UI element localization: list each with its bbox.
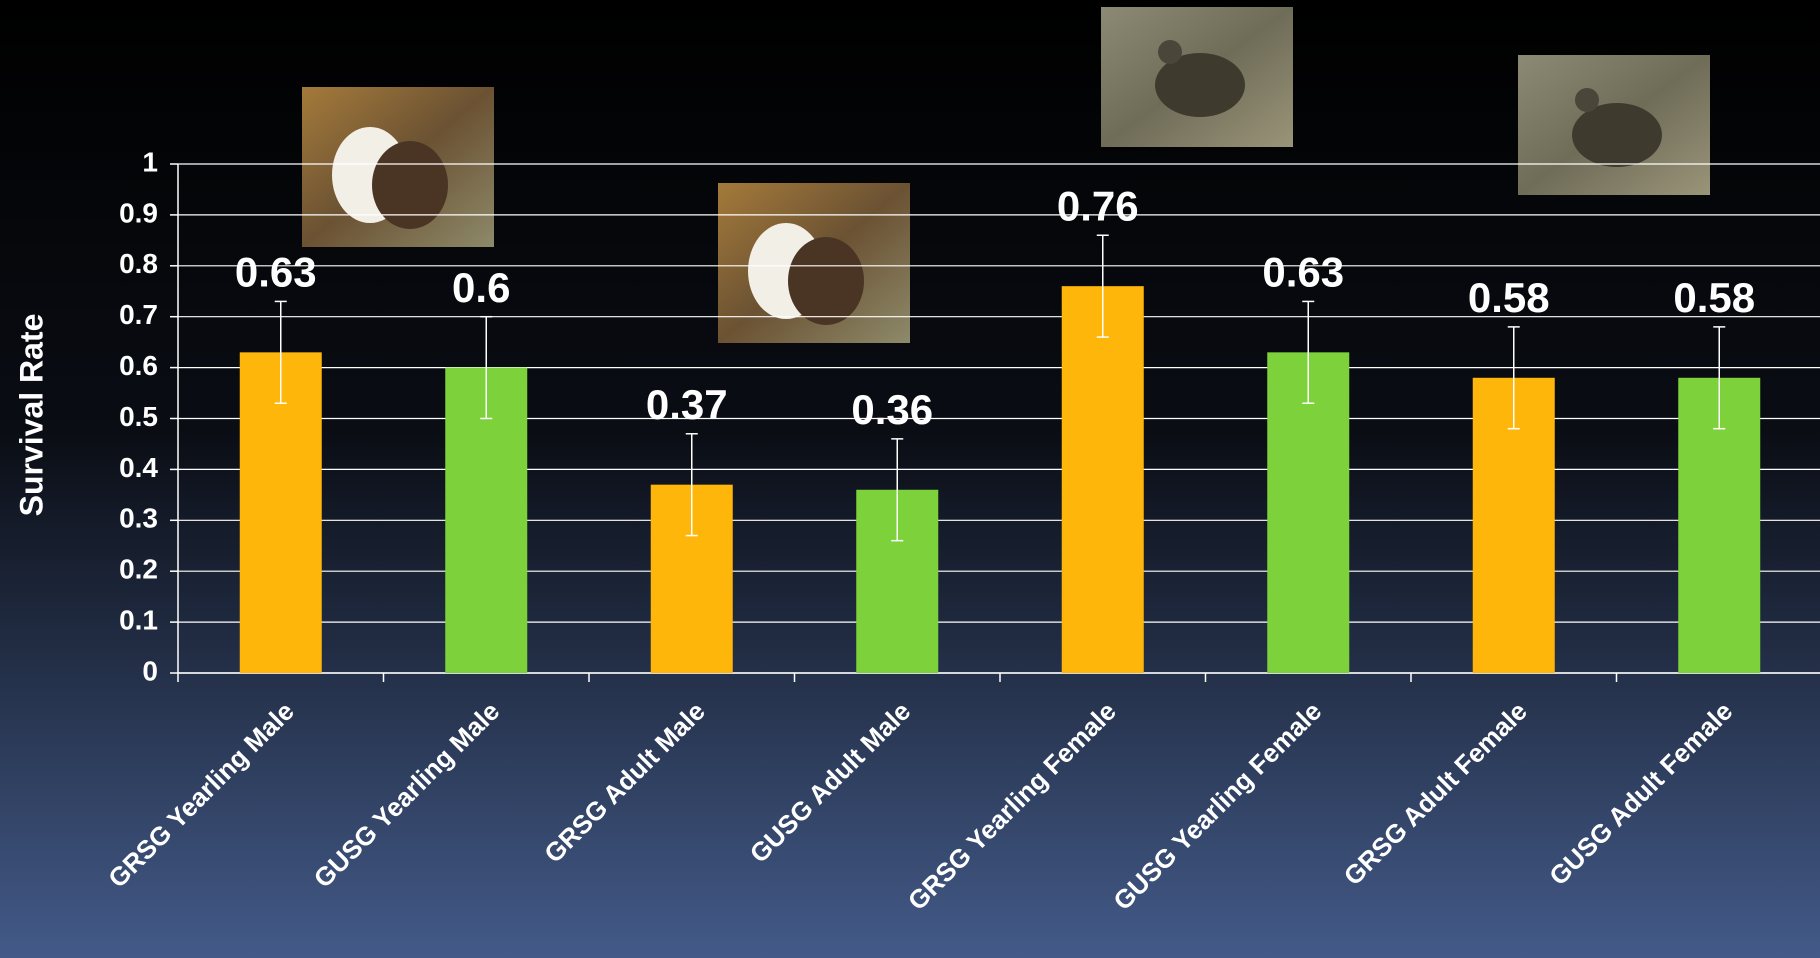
y-tick-label: 0.8 — [119, 248, 158, 279]
error-bar — [274, 300, 287, 404]
photo — [718, 183, 910, 343]
y-tick-label: 0.3 — [119, 503, 158, 534]
error-bar — [480, 315, 493, 420]
error-bar — [1302, 300, 1315, 404]
y-tick-label: 0.7 — [119, 299, 158, 330]
error-bar — [1096, 234, 1109, 338]
y-tick-label: 0.2 — [119, 554, 158, 585]
error-bar — [891, 438, 904, 542]
error-bar — [685, 433, 698, 537]
value-label: 0.76 — [1057, 182, 1139, 229]
value-label: 0.58 — [1673, 274, 1755, 321]
y-axis-title: Survival Rate — [13, 314, 49, 517]
error-bar — [1507, 326, 1520, 430]
value-label: 0.37 — [646, 381, 728, 428]
bar — [239, 352, 322, 673]
value-label: 0.36 — [851, 386, 933, 433]
y-tick-label: 1 — [142, 146, 158, 177]
value-label: 0.58 — [1468, 274, 1550, 321]
y-tick-label: 0.6 — [119, 350, 158, 381]
y-tick-label: 0.4 — [119, 452, 158, 483]
y-tick-label: 0.9 — [119, 197, 158, 228]
y-tick-label: 0.1 — [119, 604, 158, 635]
bar — [1061, 286, 1144, 673]
y-tick-label: 0.5 — [119, 401, 158, 432]
value-label: 0.63 — [235, 249, 317, 296]
y-tick-label: 0 — [142, 655, 158, 686]
photo — [302, 87, 494, 247]
value-label: 0.6 — [452, 264, 510, 311]
photo — [1518, 55, 1710, 195]
error-bar — [1713, 326, 1726, 430]
photo — [1101, 7, 1293, 147]
bar — [1267, 352, 1350, 673]
value-label: 0.63 — [1262, 249, 1344, 296]
